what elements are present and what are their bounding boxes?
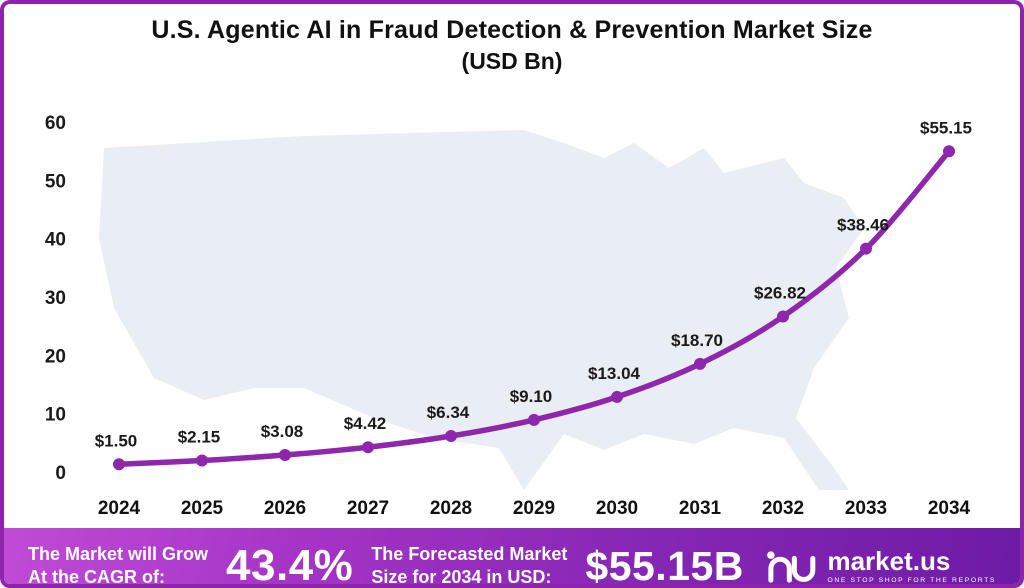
forecast-label: The Forecasted Market Size for 2034 in U… — [371, 543, 568, 587]
data-point-label: $38.46 — [837, 216, 889, 235]
cagr-label: The Market will Grow At the CAGR of: — [28, 543, 209, 587]
data-point — [860, 242, 872, 255]
marketus-logo: market.us ONE STOP SHOP FOR THE REPORTS — [765, 548, 996, 584]
x-axis-tick-label: 2034 — [928, 498, 971, 519]
data-point — [445, 430, 457, 443]
data-point — [694, 357, 706, 370]
x-axis-tick-label: 2026 — [264, 498, 306, 519]
forecast-label-line1: The Forecasted Market — [371, 543, 568, 564]
y-axis-tick-label: 60 — [45, 113, 66, 134]
x-axis-tick-label: 2029 — [513, 498, 555, 519]
logo-tagline: ONE STOP SHOP FOR THE REPORTS — [827, 577, 996, 584]
cagr-label-line1: The Market will Grow — [28, 543, 209, 564]
data-point-label: $2.15 — [178, 427, 221, 446]
y-axis-tick-label: 30 — [45, 288, 66, 309]
usa-map-silhouette — [99, 130, 864, 490]
data-point-label: $1.50 — [95, 431, 138, 450]
data-point — [777, 310, 789, 323]
data-point-label: $3.08 — [261, 422, 304, 441]
logo-name: market.us — [827, 546, 951, 576]
x-axis-tick-label: 2024 — [98, 498, 141, 519]
x-axis-tick-label: 2028 — [430, 498, 472, 519]
chart-subtitle: (USD Bn) — [461, 48, 563, 74]
x-axis-tick-label: 2025 — [181, 498, 224, 519]
chart-title-block: U.S. Agentic AI in Fraud Detection & Pre… — [4, 4, 1020, 88]
data-point — [113, 458, 125, 471]
data-point-label: $4.42 — [344, 414, 387, 433]
data-point-label: $26.82 — [754, 284, 806, 303]
data-point — [279, 449, 291, 462]
x-axis-tick-label: 2033 — [845, 498, 887, 519]
data-point-label: $9.10 — [510, 387, 553, 406]
forecast-label-line2: Size for 2034 in USD: — [371, 567, 552, 587]
data-point-label: $18.70 — [671, 331, 723, 350]
data-point — [611, 390, 623, 403]
x-axis-tick-label: 2027 — [347, 498, 389, 519]
data-point — [943, 145, 955, 158]
data-point-label: $6.34 — [427, 403, 470, 422]
y-axis-tick-label: 10 — [45, 405, 66, 426]
x-axis-tick-label: 2030 — [596, 498, 638, 519]
y-axis-tick-label: 0 — [55, 463, 66, 484]
y-axis-tick-label: 50 — [45, 171, 66, 192]
chart-title: U.S. Agentic AI in Fraud Detection & Pre… — [151, 16, 873, 44]
chart-area: 0 10 20 30 40 50 60 2024 2025 2026 2027 2028 2029 203… — [4, 88, 1020, 528]
forecast-value: $55.15B — [585, 542, 744, 588]
marketus-logo-text: market.us ONE STOP SHOP FOR THE REPORTS — [827, 548, 996, 584]
data-point — [362, 441, 374, 454]
data-point-label: $55.15 — [920, 118, 972, 137]
marketus-logo-icon — [767, 551, 816, 583]
y-axis-tick-label: 20 — [45, 346, 66, 367]
y-axis-tick-label: 40 — [45, 230, 66, 251]
x-axis-tick-label: 2031 — [679, 498, 722, 519]
cagr-banner: The Market will Grow At the CAGR of: 43.… — [4, 528, 1020, 588]
data-point — [196, 454, 208, 467]
cagr-label-line2: At the CAGR of: — [28, 567, 165, 587]
data-point — [528, 413, 540, 426]
cagr-value: 43.4% — [226, 541, 354, 588]
x-axis-tick-label: 2032 — [762, 498, 804, 519]
data-point-label: $13.04 — [588, 364, 641, 383]
